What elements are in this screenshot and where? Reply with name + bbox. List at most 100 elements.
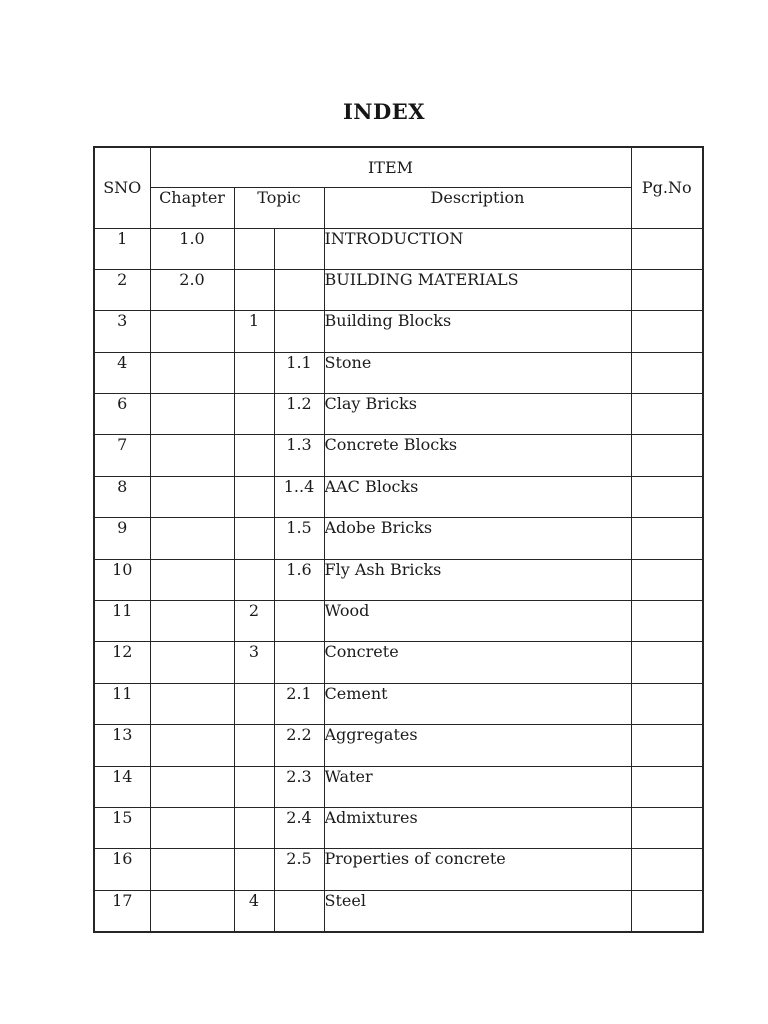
cell-topic-minor	[273, 268, 325, 312]
cell-chapter	[149, 806, 235, 850]
header-topic: Topic	[233, 186, 325, 229]
table-row: 4 1.1 Stone	[93, 351, 704, 395]
table-row: 2 2.0 BUILDING MATERIALS	[93, 268, 704, 312]
cell-topic-minor: 2.3	[273, 765, 325, 808]
table-row: 1 1.0 INTRODUCTION	[93, 227, 704, 270]
cell-topic-major	[233, 227, 275, 270]
cell-pgno	[630, 806, 704, 850]
cell-description: Properties of concrete	[323, 848, 632, 891]
cell-chapter	[149, 310, 235, 353]
cell-pgno	[630, 724, 704, 767]
cell-pgno	[630, 600, 704, 643]
cell-topic-minor	[273, 889, 325, 933]
cell-chapter	[149, 558, 235, 602]
cell-chapter	[149, 393, 235, 436]
cell-topic-minor	[273, 600, 325, 643]
cell-sno: 9	[93, 517, 151, 560]
cell-pgno	[630, 765, 704, 808]
cell-sno: 10	[93, 558, 151, 602]
cell-topic-minor: 1.1	[273, 351, 325, 395]
cell-pgno	[630, 351, 704, 395]
cell-pgno	[630, 227, 704, 270]
cell-chapter	[149, 351, 235, 395]
cell-chapter	[149, 641, 235, 684]
cell-topic-major	[233, 558, 275, 602]
cell-description: Concrete	[323, 641, 632, 684]
cell-topic-minor	[273, 310, 325, 353]
cell-pgno	[630, 558, 704, 602]
cell-sno: 16	[93, 848, 151, 891]
cell-description: Admixtures	[323, 806, 632, 850]
cell-pgno	[630, 434, 704, 477]
cell-chapter: 2.0	[149, 268, 235, 312]
table-row: 10 1.6 Fly Ash Bricks	[93, 558, 704, 602]
table-row: 7 1.3 Concrete Blocks	[93, 434, 704, 477]
cell-chapter	[149, 682, 235, 726]
table-row: 6 1.2 Clay Bricks	[93, 393, 704, 436]
header-row-sub: Chapter Topic Description	[94, 186, 703, 229]
table-row: 16 2.5 Properties of concrete	[93, 848, 704, 891]
cell-topic-major: 4	[233, 889, 275, 933]
cell-chapter	[149, 765, 235, 808]
cell-topic-major	[233, 806, 275, 850]
header-row-top: SNO ITEM Pg.No	[93, 146, 704, 229]
page-title: INDEX	[342, 99, 426, 124]
cell-topic-minor: 1.5	[273, 517, 325, 560]
cell-topic-minor: 1.2	[273, 393, 325, 436]
cell-chapter: 1.0	[149, 227, 235, 270]
cell-pgno	[630, 268, 704, 312]
cell-topic-minor: 1.3	[273, 434, 325, 477]
cell-pgno	[630, 517, 704, 560]
table-row: 17 4 Steel	[93, 889, 704, 933]
cell-topic-major: 3	[233, 641, 275, 684]
header-description: Description	[323, 186, 632, 229]
cell-sno: 17	[93, 889, 151, 933]
header-pgno: Pg.No	[630, 146, 704, 229]
cell-pgno	[630, 310, 704, 353]
cell-pgno	[630, 475, 704, 519]
header-item: ITEM	[149, 146, 632, 188]
cell-description: Wood	[323, 600, 632, 643]
cell-chapter	[149, 434, 235, 477]
cell-sno: 11	[93, 600, 151, 643]
cell-description: BUILDING MATERIALS	[323, 268, 632, 312]
cell-topic-major	[233, 724, 275, 767]
table-row: 9 1.5 Adobe Bricks	[93, 517, 704, 560]
cell-chapter	[149, 475, 235, 519]
cell-topic-major: 1	[233, 310, 275, 353]
cell-sno: 6	[93, 393, 151, 436]
table-row: 13 2.2 Aggregates	[93, 724, 704, 767]
cell-chapter	[149, 724, 235, 767]
cell-sno: 11	[93, 682, 151, 726]
cell-description: Aggregates	[323, 724, 632, 767]
cell-description: Clay Bricks	[323, 393, 632, 436]
cell-chapter	[149, 848, 235, 891]
cell-sno: 1	[93, 227, 151, 270]
cell-topic-minor: 2.5	[273, 848, 325, 891]
cell-description: AAC Blocks	[323, 475, 632, 519]
cell-sno: 8	[93, 475, 151, 519]
cell-description: INTRODUCTION	[323, 227, 632, 270]
cell-pgno	[630, 393, 704, 436]
cell-topic-major	[233, 351, 275, 395]
cell-pgno	[630, 641, 704, 684]
cell-sno: 4	[93, 351, 151, 395]
cell-description: Adobe Bricks	[323, 517, 632, 560]
table-row: 3 1 Building Blocks	[93, 310, 704, 353]
cell-description: Water	[323, 765, 632, 808]
cell-topic-major	[233, 517, 275, 560]
cell-chapter	[149, 600, 235, 643]
cell-chapter	[149, 517, 235, 560]
cell-topic-major	[233, 765, 275, 808]
cell-sno: 15	[93, 806, 151, 850]
cell-topic-major	[233, 848, 275, 891]
cell-sno: 13	[93, 724, 151, 767]
index-table-header: SNO ITEM Pg.No Chapter Topic Description	[93, 146, 704, 229]
cell-topic-minor	[273, 641, 325, 684]
cell-sno: 3	[93, 310, 151, 353]
table-row: 11 2.1 Cement	[93, 682, 704, 726]
header-chapter: Chapter	[149, 186, 235, 229]
table-row: 15 2.4 Admixtures	[93, 806, 704, 850]
table-row: 14 2.3 Water	[93, 765, 704, 808]
cell-chapter	[149, 889, 235, 933]
